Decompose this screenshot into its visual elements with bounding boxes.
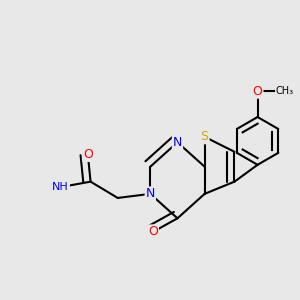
Text: CH₃: CH₃ bbox=[276, 86, 294, 96]
Text: N: N bbox=[173, 136, 182, 149]
Text: O: O bbox=[148, 225, 158, 239]
Text: O: O bbox=[83, 148, 93, 161]
Text: S: S bbox=[201, 130, 208, 143]
Text: NH: NH bbox=[52, 182, 69, 192]
Text: O: O bbox=[253, 85, 262, 98]
Text: N: N bbox=[146, 188, 155, 200]
